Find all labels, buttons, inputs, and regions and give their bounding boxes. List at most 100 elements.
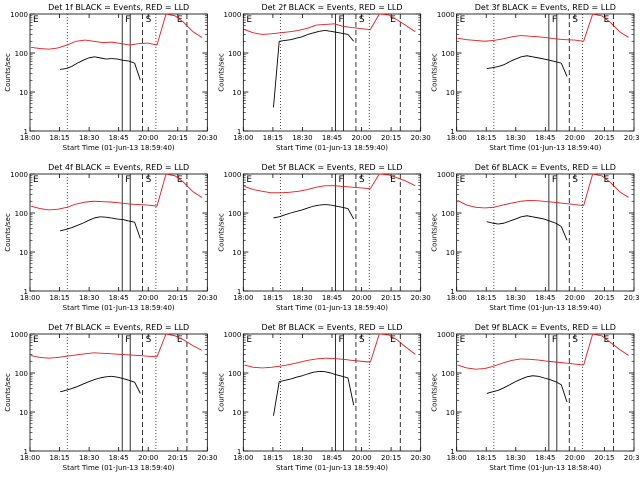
series-segment	[538, 217, 545, 220]
series-segment	[147, 204, 158, 207]
series-segment	[343, 358, 353, 361]
series-segment	[57, 206, 68, 210]
x-tick-label: 18:30	[79, 294, 99, 302]
series-segment	[532, 375, 539, 377]
series-segment	[39, 208, 50, 211]
series-segment	[560, 384, 568, 403]
plot-frame	[29, 13, 208, 132]
series-segment	[156, 13, 167, 46]
series-segment	[138, 204, 149, 206]
y-tick-label: 1000	[224, 171, 242, 179]
series-segment	[583, 13, 594, 42]
chart-panel-1: Det 1f BLACK = Events, RED = LLD 1 10 100 10…	[4, 3, 217, 152]
series-segment	[301, 207, 308, 211]
series-segment	[538, 200, 548, 203]
series-segment	[93, 40, 104, 44]
x-tick-label: 20:30	[411, 134, 431, 142]
series-segment	[484, 365, 494, 369]
y-tick-label: 1	[237, 288, 241, 296]
series-segment	[316, 185, 326, 188]
event-marker: S	[146, 335, 152, 345]
y-tick-label: 1000	[437, 331, 455, 339]
series-segment	[532, 56, 539, 59]
series-segment	[511, 200, 521, 204]
x-axis-label: Start Time (01-Jun-13 18:59:40)	[276, 144, 388, 152]
series-segment	[547, 360, 557, 363]
y-tick-label: 1000	[10, 11, 28, 19]
series-segment	[515, 378, 522, 383]
series-segment	[565, 203, 575, 205]
event-marker: S	[146, 15, 152, 25]
series-segment	[549, 220, 556, 224]
series-segment	[556, 38, 566, 41]
y-tick-label: 1	[450, 288, 454, 296]
y-tick-label: 100	[228, 210, 241, 218]
plot-frame	[242, 173, 422, 292]
series-segment	[253, 189, 263, 192]
series-segment	[165, 173, 176, 177]
x-tick-label: 20:30	[197, 454, 217, 462]
series-segment	[342, 32, 349, 35]
series-segment	[313, 30, 320, 34]
x-tick-label: 20:00	[138, 454, 158, 462]
series-segment	[336, 31, 343, 34]
x-tick-label: 18:00	[447, 294, 467, 302]
series-segment	[84, 39, 95, 42]
x-tick-label: 20:00	[351, 134, 371, 142]
series-segment	[336, 205, 343, 208]
series-segment	[406, 347, 416, 355]
x-tick-label: 20:00	[351, 294, 371, 302]
series-segment	[183, 22, 194, 33]
x-tick-label: 18:45	[322, 294, 342, 302]
series-segment	[526, 215, 533, 218]
series-segment	[134, 62, 141, 81]
series-segment	[279, 214, 286, 218]
event-marker: S	[359, 335, 365, 345]
chart-panel-2: Det 2f BLACK = Events, RED = LLD 1 10 100 10…	[217, 3, 430, 152]
event-marker: F	[339, 175, 344, 185]
series-segment	[82, 219, 89, 224]
series-segment	[388, 174, 398, 179]
series-segment	[547, 201, 557, 204]
series-segment	[486, 221, 493, 224]
event-marker: F	[339, 335, 344, 345]
series-segment	[544, 58, 550, 61]
x-tick-label: 18:45	[322, 454, 342, 462]
series-segment	[475, 39, 485, 42]
x-tick-label: 20:00	[351, 454, 371, 462]
series-segment	[100, 376, 107, 379]
chart-panel-4: Det 4f BLACK = Events, RED = LLD 1 10 100 10…	[4, 163, 217, 312]
series-segment	[280, 364, 290, 367]
series-segment	[77, 59, 84, 64]
series-segment	[298, 189, 308, 192]
series-segment	[509, 218, 516, 222]
x-tick-label: 18:15	[476, 294, 496, 302]
series-segment	[192, 31, 203, 38]
series-segment	[307, 358, 317, 361]
series-segment	[529, 358, 539, 361]
series-segment	[289, 190, 299, 193]
x-tick-label: 20:30	[624, 454, 640, 462]
event-marker: F	[125, 15, 130, 25]
series-segment	[526, 375, 533, 378]
series-segment	[75, 353, 86, 356]
series-segment	[361, 360, 371, 363]
y-axis-label: Counts/sec	[431, 53, 439, 92]
series-segment	[502, 36, 512, 40]
series-segment	[244, 186, 254, 190]
series-segment	[406, 180, 416, 187]
series-segment	[296, 375, 303, 378]
x-tick-label: 18:00	[233, 454, 253, 462]
series-segment	[556, 361, 566, 364]
series-segment	[75, 39, 86, 42]
series-segment	[521, 376, 528, 380]
series-segment	[324, 29, 331, 32]
event-marker: E	[33, 175, 39, 185]
series-segment	[75, 201, 86, 205]
event-marker: F	[125, 335, 130, 345]
event-marker: F	[552, 175, 557, 185]
series-segment	[120, 202, 131, 205]
series-segment	[325, 23, 335, 25]
x-tick-label: 20:00	[565, 134, 585, 142]
